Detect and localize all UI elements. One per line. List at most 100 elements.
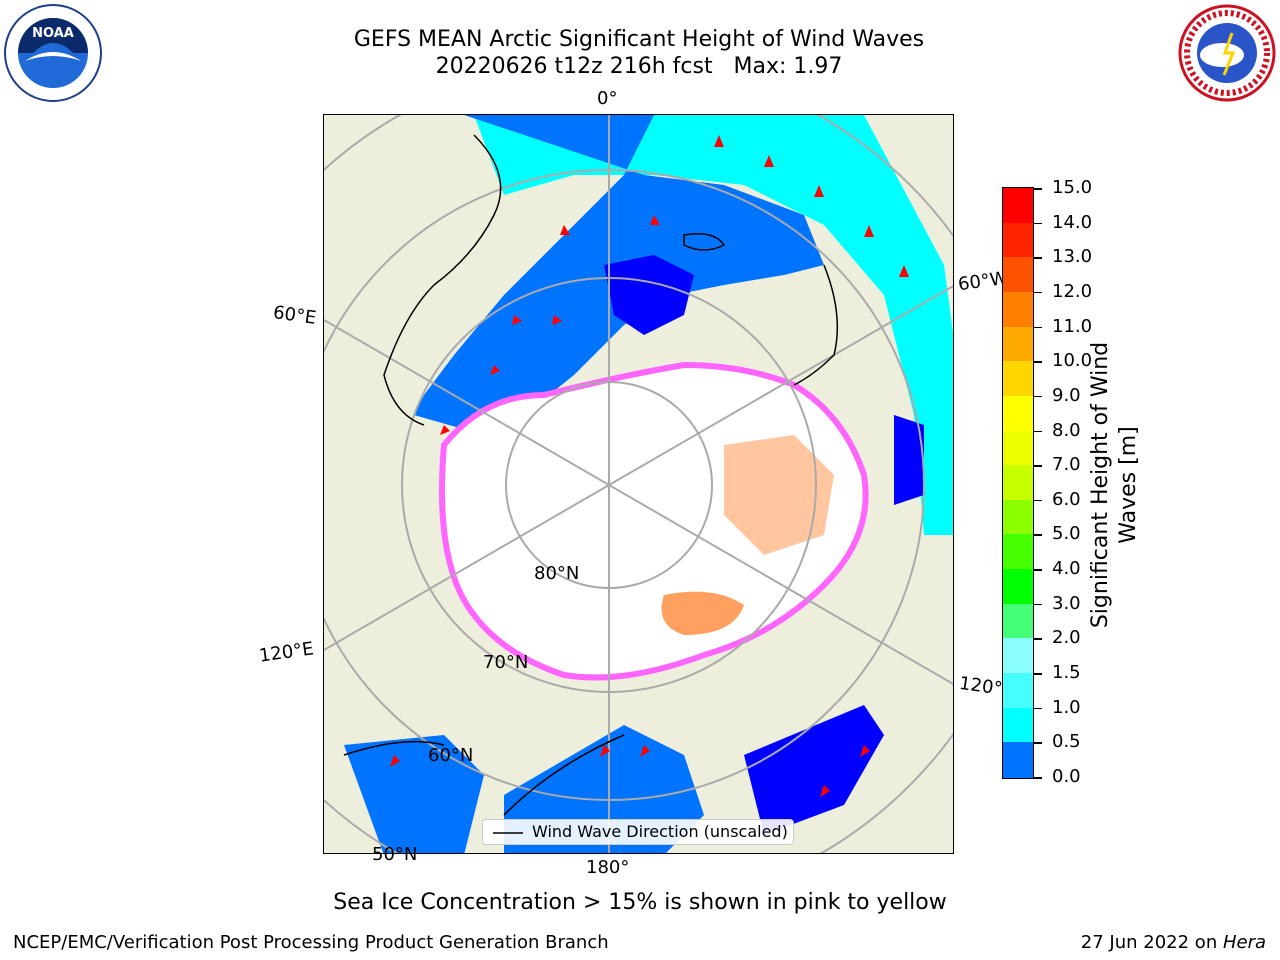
wind-arrow bbox=[512, 315, 522, 325]
nws-logo bbox=[1177, 3, 1277, 103]
meridian-60w bbox=[608, 285, 953, 486]
colorbar-tick-mark bbox=[1034, 395, 1042, 398]
lon-label-0: 0° bbox=[597, 88, 618, 109]
colorbar-tick-label: 8.0 bbox=[1052, 419, 1081, 441]
chart-subtitle: 20220626 t12z 216h fcst Max: 1.97 bbox=[435, 54, 843, 79]
coast-alaska bbox=[503, 734, 625, 816]
colorbar-tick-label: 6.0 bbox=[1052, 488, 1081, 510]
colorbar-tick-mark bbox=[1034, 777, 1042, 779]
legend-label: Wind Wave Direction (unscaled) bbox=[532, 822, 788, 841]
colorbar-tick-label: 7.0 bbox=[1052, 454, 1081, 476]
colorbar-tick-mark bbox=[1034, 534, 1042, 536]
colorbar-tick-mark bbox=[1034, 361, 1042, 363]
colorbar-segment bbox=[1003, 291, 1033, 328]
colorbar-tick-mark bbox=[1034, 499, 1042, 502]
lat-label-70: 70°N bbox=[483, 652, 529, 673]
footer-branch: NCEP/EMC/Verification Post Processing Pr… bbox=[13, 932, 609, 953]
footer-date: 27 Jun 2022 on Hera bbox=[1081, 932, 1266, 953]
colorbar-tick-mark bbox=[1034, 188, 1042, 190]
colorbar-tick-label: 11.0 bbox=[1052, 315, 1093, 337]
wave-cyan-region bbox=[474, 115, 953, 535]
colorbar-tick-label: 4.0 bbox=[1052, 558, 1081, 580]
map-canvas bbox=[324, 115, 953, 853]
wind-arrow bbox=[814, 185, 824, 197]
wave-darkblue-region bbox=[604, 255, 694, 335]
colorbar-tick-mark bbox=[1034, 222, 1042, 225]
colorbar-tick-label: 1.5 bbox=[1052, 662, 1081, 684]
wind-arrow bbox=[714, 135, 724, 147]
colorbar-segment bbox=[1003, 603, 1033, 639]
arctic-map bbox=[323, 114, 954, 854]
colorbar-segment bbox=[1003, 326, 1033, 362]
coastlines bbox=[343, 134, 839, 816]
colorbar-tick-mark bbox=[1034, 638, 1042, 640]
colorbar-tick-mark bbox=[1034, 673, 1042, 675]
footer-host: Hera bbox=[1222, 932, 1266, 953]
wind-arrow bbox=[864, 225, 874, 237]
lat-label-80: 80°N bbox=[534, 563, 580, 584]
wind-arrow bbox=[490, 365, 500, 375]
map-legend: Wind Wave Direction (unscaled) bbox=[482, 819, 794, 845]
lon-label-60e: 60°E bbox=[271, 302, 318, 329]
coast-svalbard bbox=[683, 233, 726, 251]
wind-arrow bbox=[390, 755, 400, 767]
coast-scandinavia bbox=[383, 134, 502, 426]
footer-date-text: 27 Jun 2022 on bbox=[1080, 932, 1223, 953]
colorbar-tick-label: 15.0 bbox=[1052, 177, 1093, 198]
wind-arrow bbox=[650, 215, 660, 225]
colorbar-tick-label: 13.0 bbox=[1052, 246, 1093, 268]
colorbar-tick-mark bbox=[1034, 257, 1042, 259]
meridian-120e bbox=[324, 484, 610, 651]
colorbar-tick-label: 5.0 bbox=[1052, 523, 1081, 545]
wind-arrow bbox=[820, 785, 830, 797]
colorbar-segment bbox=[1003, 569, 1033, 605]
colorbar-segment bbox=[1003, 257, 1033, 293]
ice-edge bbox=[439, 361, 869, 681]
colorbar-tick-label: 2.0 bbox=[1052, 627, 1081, 649]
noaa-logo-text: NOAA bbox=[32, 26, 74, 41]
legend-line-icon bbox=[493, 832, 523, 834]
colorbar-tick-mark bbox=[1034, 707, 1042, 710]
colorbar-tick-mark bbox=[1034, 291, 1042, 294]
meridian-120w bbox=[608, 484, 953, 685]
coast-chukotka bbox=[343, 740, 445, 756]
lat-label-60: 60°N bbox=[428, 745, 474, 766]
wind-arrows bbox=[390, 135, 909, 797]
bering-water-west bbox=[344, 735, 484, 853]
pacific-water-east bbox=[744, 705, 884, 835]
colorbar-segment bbox=[1003, 499, 1033, 536]
wind-arrow bbox=[860, 745, 870, 757]
colorbar-segment bbox=[1003, 188, 1033, 224]
colorbar-tick-label: 3.0 bbox=[1052, 592, 1081, 614]
colorbar-segment bbox=[1003, 430, 1033, 466]
baffin-water bbox=[894, 415, 924, 505]
colorbar-tick-label: 9.0 bbox=[1052, 384, 1081, 406]
colorbar-tick-mark bbox=[1034, 430, 1042, 433]
lon-label-120e: 120°E bbox=[257, 638, 315, 667]
colorbar-tick-mark bbox=[1034, 569, 1042, 571]
colorbar-title: Significant Height of Wind Waves [m] bbox=[1088, 341, 1141, 629]
colorbar-tick-label: 0.0 bbox=[1052, 766, 1081, 787]
graticule bbox=[324, 115, 953, 853]
wind-arrow bbox=[764, 155, 774, 167]
colorbar-segment bbox=[1003, 742, 1033, 778]
colorbar-segment bbox=[1003, 534, 1033, 570]
noaa-logo: NOAA bbox=[3, 3, 103, 103]
meridian-60e bbox=[324, 319, 610, 486]
colorbar-tick-mark bbox=[1034, 603, 1042, 606]
wind-arrow bbox=[899, 265, 909, 277]
colorbar-tick-label: 0.5 bbox=[1052, 731, 1081, 753]
colorbar-tick-label: 14.0 bbox=[1052, 211, 1093, 233]
wind-arrow bbox=[440, 425, 450, 435]
colorbar-tick-label: 12.0 bbox=[1052, 280, 1093, 302]
colorbar-segment bbox=[1003, 222, 1033, 258]
archipelago-ice bbox=[724, 435, 834, 555]
wind-arrow bbox=[552, 315, 562, 325]
colorbar-segment bbox=[1003, 707, 1033, 743]
coast-greenland bbox=[793, 264, 839, 386]
wind-arrow bbox=[560, 225, 570, 235]
wind-arrow bbox=[640, 745, 650, 757]
lon-label-180: 180° bbox=[586, 857, 630, 878]
colorbar bbox=[1002, 187, 1034, 779]
colorbar-segment bbox=[1003, 465, 1033, 501]
